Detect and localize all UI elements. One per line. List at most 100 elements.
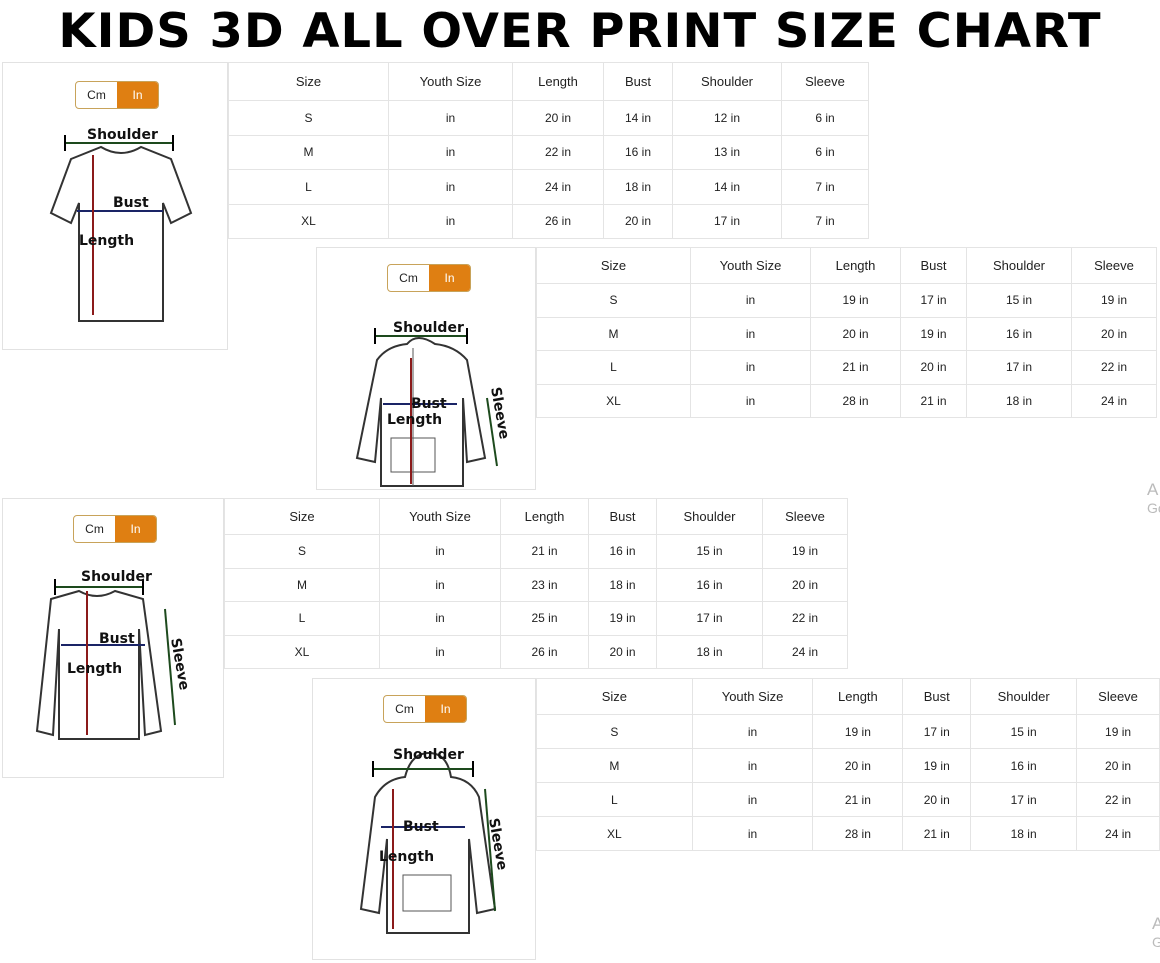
table-cell: 12 in — [672, 100, 782, 136]
table-cell: 20 in — [762, 567, 848, 602]
column-header: Youth Size — [379, 498, 501, 535]
column-header: Length — [812, 678, 904, 715]
column-header: Sleeve — [781, 62, 869, 101]
sleeve-arrow — [164, 608, 176, 726]
table-cell: XL — [536, 383, 691, 418]
watermark-line2: Go — [1147, 500, 1160, 516]
column-header: Sleeve — [1071, 247, 1157, 284]
sleeve-label: Sleeve — [487, 386, 512, 440]
table-row: XL in 28 in 21 in 18 in 24 in — [536, 816, 1160, 851]
watermark-line1: A — [1152, 914, 1160, 933]
table-cell: 17 in — [966, 350, 1072, 385]
column-header: Size — [224, 498, 380, 535]
table-cell: L — [228, 169, 389, 205]
table-cell: in — [690, 316, 811, 351]
table-cell: 28 in — [812, 816, 904, 851]
table-cell: L — [224, 601, 380, 636]
table-cell: 21 in — [500, 534, 589, 569]
column-header: Length — [500, 498, 589, 535]
table-cell: 20 in — [812, 748, 904, 783]
table-row: XL in 26 in 20 in 18 in 24 in — [224, 634, 848, 669]
unit-cm-button[interactable]: Cm — [85, 522, 104, 536]
column-header: Sleeve — [1076, 678, 1160, 715]
column-header: Shoulder — [970, 678, 1078, 715]
table-row: XL in 28 in 21 in 18 in 24 in — [536, 383, 1157, 418]
table-cell: 19 in — [810, 283, 901, 318]
length-label: Length — [379, 849, 434, 865]
column-header: Youth Size — [388, 62, 513, 101]
table-cell: in — [388, 169, 513, 205]
column-header: Bust — [900, 247, 967, 284]
table-cell: 17 in — [656, 601, 763, 636]
watermark-line1: A — [1147, 480, 1159, 499]
table-cell: 24 in — [1076, 816, 1160, 851]
table-cell: 16 in — [588, 534, 657, 569]
column-header: Shoulder — [672, 62, 782, 101]
column-header: Size — [536, 678, 693, 715]
unit-cm-button[interactable]: Cm — [87, 88, 106, 102]
table-cell: 18 in — [603, 169, 673, 205]
bust-label: Bust — [411, 396, 447, 412]
column-header: Bust — [902, 678, 972, 715]
table-cell: 20 in — [900, 350, 967, 385]
unit-in-button[interactable]: In — [115, 516, 156, 542]
garment-diagram-panel: Shoulder Bust Length Sleeve Cm In — [2, 498, 224, 778]
column-header: Youth Size — [690, 247, 811, 284]
table-cell: in — [691, 748, 814, 783]
table-cell: 15 in — [970, 714, 1078, 749]
table-row: XL in 26 in 20 in 17 in 7 in — [228, 203, 869, 239]
unit-toggle[interactable]: Cm In — [387, 264, 471, 292]
table-cell: 14 in — [603, 100, 673, 136]
unit-cm-button[interactable]: Cm — [395, 702, 414, 716]
column-header: Shoulder — [966, 247, 1072, 284]
shoulder-label: Shoulder — [393, 320, 464, 336]
table-cell: 20 in — [1076, 748, 1160, 783]
unit-toggle[interactable]: Cm In — [75, 81, 159, 109]
table-cell: in — [690, 350, 811, 385]
table-cell: 6 in — [781, 100, 869, 136]
table-cell: 16 in — [603, 134, 673, 170]
unit-in-button[interactable]: In — [429, 265, 470, 291]
table-cell: in — [691, 782, 814, 817]
table-cell: 21 in — [902, 816, 972, 851]
unit-cm-button[interactable]: Cm — [399, 271, 418, 285]
table-cell: 19 in — [812, 714, 904, 749]
table-cell: in — [379, 534, 501, 569]
table-cell: 20 in — [902, 782, 972, 817]
unit-in-button[interactable]: In — [425, 696, 466, 722]
unit-toggle[interactable]: Cm In — [73, 515, 157, 543]
table-cell: 7 in — [781, 169, 869, 205]
table-header-row: Size Youth Size Length Bust Shoulder Sleeve — [536, 247, 1157, 284]
table-cell: 21 in — [900, 383, 967, 418]
table-cell: 26 in — [500, 634, 589, 669]
table-cell: 19 in — [1071, 283, 1157, 318]
table-header-row: Size Youth Size Length Bust Shoulder Sleeve — [224, 498, 848, 535]
table-cell: 24 in — [762, 634, 848, 669]
length-label: Length — [79, 233, 134, 249]
table-cell: 19 in — [902, 748, 972, 783]
sleeve-arrow — [484, 788, 496, 912]
page-title: KIDS 3D ALL OVER PRINT SIZE CHART — [58, 4, 1102, 59]
table-cell: 6 in — [781, 134, 869, 170]
shoulder-label: Shoulder — [393, 747, 464, 763]
table-cell: L — [536, 782, 693, 817]
unit-in-button[interactable]: In — [117, 82, 158, 108]
table-cell: in — [690, 283, 811, 318]
column-header: Bust — [588, 498, 657, 535]
table-cell: 15 in — [656, 534, 763, 569]
table-cell: 19 in — [762, 534, 848, 569]
length-label: Length — [67, 661, 122, 677]
table-cell: XL — [536, 816, 693, 851]
table-cell: 20 in — [810, 316, 901, 351]
table-cell: S — [536, 714, 693, 749]
table-cell: in — [379, 567, 501, 602]
unit-toggle[interactable]: Cm In — [383, 695, 467, 723]
column-header: Size — [536, 247, 691, 284]
